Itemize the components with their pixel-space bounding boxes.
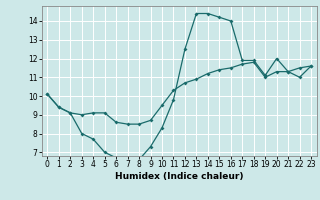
X-axis label: Humidex (Indice chaleur): Humidex (Indice chaleur) <box>115 172 244 181</box>
